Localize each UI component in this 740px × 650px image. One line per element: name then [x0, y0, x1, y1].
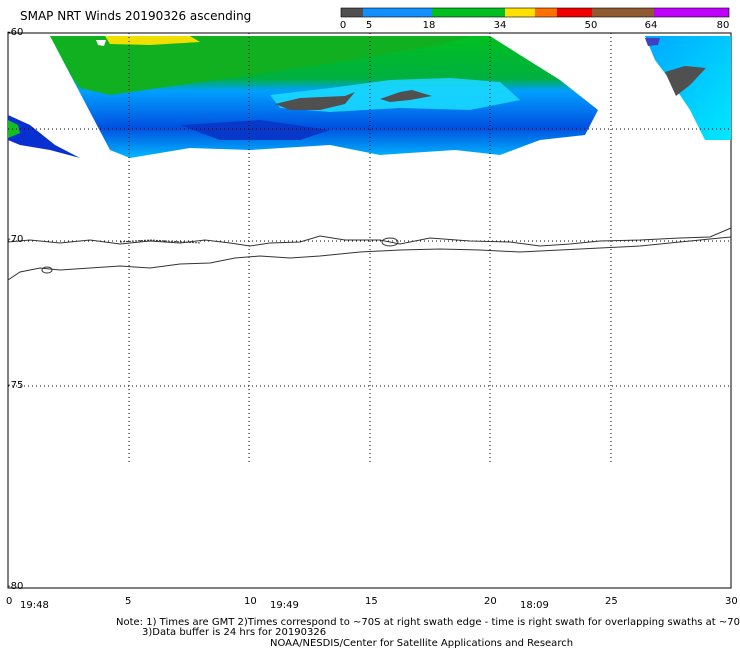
- lon-label-10: 10: [244, 596, 257, 607]
- lon-label-25: 25: [605, 596, 618, 607]
- lat-label-75: -75: [7, 380, 24, 391]
- scale-label-0: 0: [339, 20, 347, 31]
- scale-label-50: 50: [584, 20, 598, 31]
- note-line-1: Note: 1) Times are GMT 2)Times correspon…: [116, 617, 740, 628]
- credit-line: NOAA/NESDIS/Center for Satellite Applica…: [270, 638, 574, 649]
- coastline: [7, 227, 732, 247]
- note-line-2: 3)Data buffer is 24 hrs for 20190326: [142, 627, 327, 638]
- lat-label-70: -70: [7, 234, 24, 245]
- color-scale-bar: [340, 7, 730, 18]
- scale-label-64: 64: [644, 20, 658, 31]
- wind-swath-green: [50, 36, 470, 95]
- time-label-3: 18:09: [520, 600, 549, 611]
- grid-lines: [8, 33, 731, 465]
- scale-label-80: 80: [716, 20, 730, 31]
- wind-swath-left: [8, 115, 80, 158]
- wind-swath-right: [645, 36, 731, 140]
- time-label-1: 19:48: [20, 600, 49, 611]
- scale-label-5: 5: [365, 20, 373, 31]
- scale-label-34: 34: [493, 20, 507, 31]
- scale-label-18: 18: [422, 20, 436, 31]
- lat-label-80: -80: [7, 581, 24, 592]
- lon-label-20: 20: [484, 596, 497, 607]
- lon-label-15: 15: [365, 596, 378, 607]
- map-title: SMAP NRT Winds 20190326 ascending: [20, 9, 252, 23]
- lat-label-60: -60: [7, 27, 24, 38]
- lon-label-30: 30: [725, 596, 738, 607]
- time-label-2: 19:49: [270, 600, 299, 611]
- lon-label-5: 5: [125, 596, 132, 607]
- lon-label-0: 0: [6, 596, 13, 607]
